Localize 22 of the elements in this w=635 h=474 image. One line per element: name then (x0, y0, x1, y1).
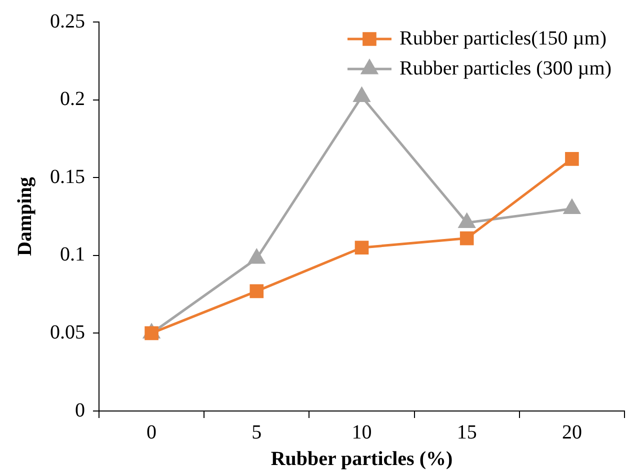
x-tick-label: 10 (352, 421, 372, 444)
y-tick-label: 0.1 (60, 244, 85, 266)
x-tick-label: 20 (562, 421, 582, 444)
x-tick-label: 0 (146, 421, 157, 444)
y-tick-label: 0.15 (50, 166, 85, 188)
y-tick-label: 0.05 (50, 321, 85, 344)
point (354, 87, 370, 102)
legend-label: Rubber particles(150 µm) (399, 27, 607, 50)
y-axis-title: Damping (14, 177, 36, 256)
point (248, 249, 265, 264)
legend-label: Rubber particles (300 µm) (399, 57, 612, 80)
y-tick-label: 0.2 (60, 88, 85, 110)
y-tick-label: 0.25 (50, 10, 85, 32)
x-tick-label: 15 (456, 421, 477, 444)
x-axis-title: Rubber particles (%) (270, 448, 453, 470)
y-tick-label: 0 (75, 399, 85, 422)
point (460, 231, 474, 246)
point (250, 284, 264, 298)
point (564, 199, 580, 214)
point (354, 240, 369, 255)
x-tick-label: 5 (252, 421, 262, 444)
point (458, 213, 476, 228)
